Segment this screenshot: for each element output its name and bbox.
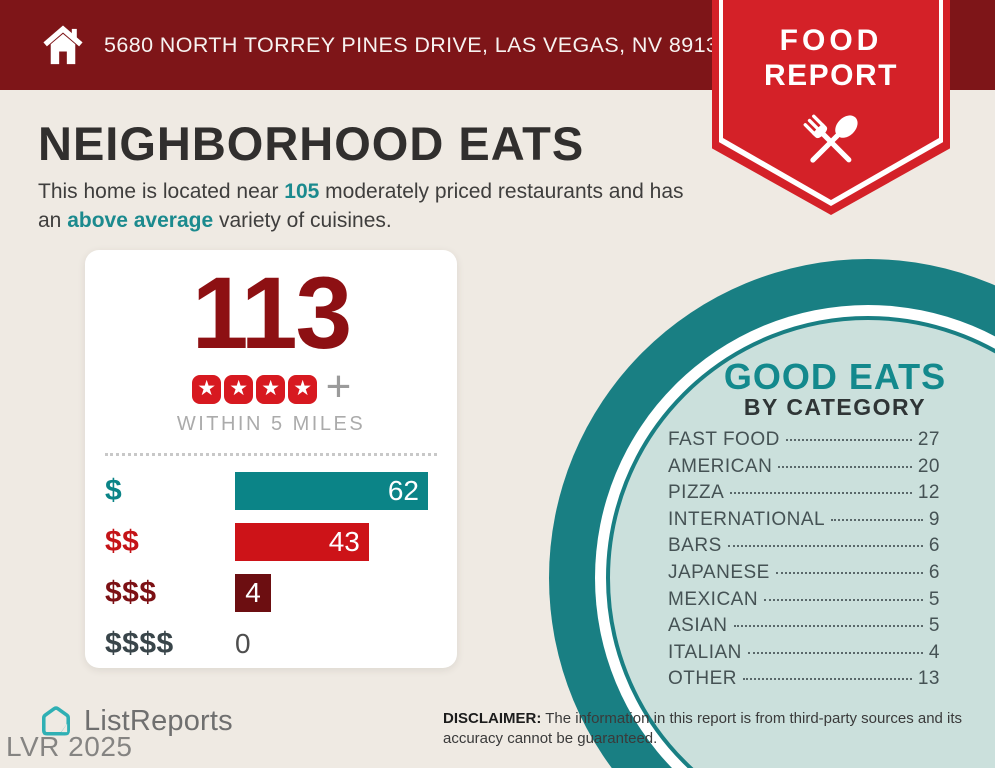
category-row: JAPANESE 6 <box>668 562 940 589</box>
category-value: 20 <box>917 455 940 477</box>
category-row: ITALIAN 4 <box>668 642 940 669</box>
category-label: JAPANESE <box>668 561 770 583</box>
category-row: INTERNATIONAL 9 <box>668 509 940 536</box>
category-value: 13 <box>917 668 940 690</box>
bar-zone: 4 <box>235 574 437 612</box>
category-row: OTHER 13 <box>668 668 940 695</box>
star-icon: ★ <box>192 374 222 404</box>
category-row: AMERICAN 20 <box>668 456 940 483</box>
category-label: OTHER <box>668 668 737 690</box>
good-eats-title: GOOD EATS <box>723 356 947 397</box>
property-address: 5680 NORTH TORREY PINES DRIVE, LAS VEGAS… <box>104 32 731 57</box>
category-value: 12 <box>917 482 940 504</box>
page-title: NEIGHBORHOOD EATS <box>38 117 585 170</box>
dotted-divider <box>105 453 437 456</box>
category-row: ASIAN 5 <box>668 615 940 642</box>
dot-leader <box>730 492 912 495</box>
price-bar: 43 <box>235 523 369 561</box>
category-label: MEXICAN <box>668 588 759 610</box>
disclaimer-text: The information in this report is from t… <box>443 710 963 747</box>
category-list: FAST FOOD 27 AMERICAN 20 PIZZA 12 INTERNATIONA… <box>668 429 940 695</box>
bar-value: 4 <box>245 577 261 608</box>
bar-zone: 0 <box>235 625 437 663</box>
category-label: PIZZA <box>668 482 725 504</box>
dot-leader <box>727 545 923 548</box>
category-value: 6 <box>928 561 940 583</box>
fork-and-spoon-icon <box>803 114 858 163</box>
food-report-ribbon: FOOD REPORT <box>712 0 950 215</box>
brand-name: ListReports <box>84 704 233 737</box>
radius-caption: WITHIN 5 MILES <box>176 413 366 435</box>
star-icon: ★ <box>224 374 254 404</box>
category-value: 4 <box>928 641 940 663</box>
star-rating: ★ ★ ★ ★ + <box>105 365 437 409</box>
disclaimer-label: DISCLAIMER: <box>443 710 542 727</box>
bar-value: 0 <box>235 628 251 659</box>
watermark: LVR 2025 <box>6 731 133 762</box>
price-bars: $62 $$ 43 $$$ 4 $$$$ 0 <box>105 472 437 663</box>
price-tier-label: $ <box>105 474 123 507</box>
variety-highlight: above average <box>67 208 214 232</box>
price-row: $$$ 4 <box>105 574 437 612</box>
dot-leader <box>775 571 923 574</box>
category-label: ASIAN <box>668 615 728 637</box>
category-value: 27 <box>917 429 940 450</box>
ribbon-title-line1: FOOD <box>779 24 883 57</box>
price-tier-label: $$ <box>105 525 140 558</box>
category-row: FAST FOOD 27 <box>668 429 940 456</box>
star-icon: ★ <box>256 374 286 404</box>
restaurant-stat-card: 113 ★ ★ ★ ★ + WITHIN 5 MILES $62 $$ 43 $$$ 4 $$$$… <box>85 250 457 668</box>
category-label: AMERICAN <box>668 455 773 477</box>
dot-leader <box>747 651 923 654</box>
price-tier-label: $$$$ <box>105 627 174 660</box>
category-label: BARS <box>668 535 722 557</box>
bar-value: 62 <box>387 475 419 506</box>
category-label: INTERNATIONAL <box>668 508 826 530</box>
category-label: FAST FOOD <box>668 429 780 450</box>
brand-logo: ListReports <box>36 701 233 741</box>
category-value: 5 <box>928 588 940 610</box>
dot-leader <box>733 625 923 628</box>
bar-zone: 62 <box>235 472 437 510</box>
category-value: 9 <box>928 508 940 530</box>
ribbon-border: FOOD REPORT <box>719 0 943 206</box>
price-row: $$ 43 <box>105 523 437 561</box>
category-value: 5 <box>928 615 940 637</box>
bar-value: 43 <box>328 526 360 557</box>
restaurant-count: 113 <box>191 256 353 370</box>
dot-leader <box>743 678 912 681</box>
price-bar: 62 <box>235 472 428 510</box>
dot-leader <box>764 598 923 601</box>
category-value: 6 <box>928 535 940 557</box>
price-row: $$$$ 0 <box>105 625 437 663</box>
dot-leader <box>778 465 912 468</box>
category-label: ITALIAN <box>668 641 742 663</box>
category-row: BARS 6 <box>668 535 940 562</box>
dot-leader <box>785 439 912 441</box>
plus-icon: + <box>325 362 352 411</box>
listreports-logo-icon <box>42 706 70 736</box>
price-tier-label: $$$ <box>105 576 157 609</box>
intro-text: This home is located near <box>38 180 285 203</box>
dot-leader <box>831 518 923 521</box>
price-bar: 4 <box>235 574 271 612</box>
house-icon <box>43 25 83 65</box>
restaurant-count-highlight: 105 <box>284 180 320 203</box>
intro-text: moderately priced restaurants and has an <box>38 180 684 232</box>
ribbon-title-line2: REPORT <box>763 59 898 92</box>
category-row: PIZZA 12 <box>668 482 940 509</box>
star-icon: ★ <box>288 374 318 404</box>
good-eats-subtitle: BY CATEGORY <box>743 394 927 420</box>
intro-paragraph: This home is located near 105 moderately… <box>38 178 693 236</box>
category-row: MEXICAN 5 <box>668 589 940 616</box>
bar-zone: 43 <box>235 523 437 561</box>
disclaimer: DISCLAIMER: The information in this repo… <box>443 709 975 748</box>
price-row: $62 <box>105 472 437 510</box>
intro-text: variety of cuisines. <box>213 208 392 232</box>
